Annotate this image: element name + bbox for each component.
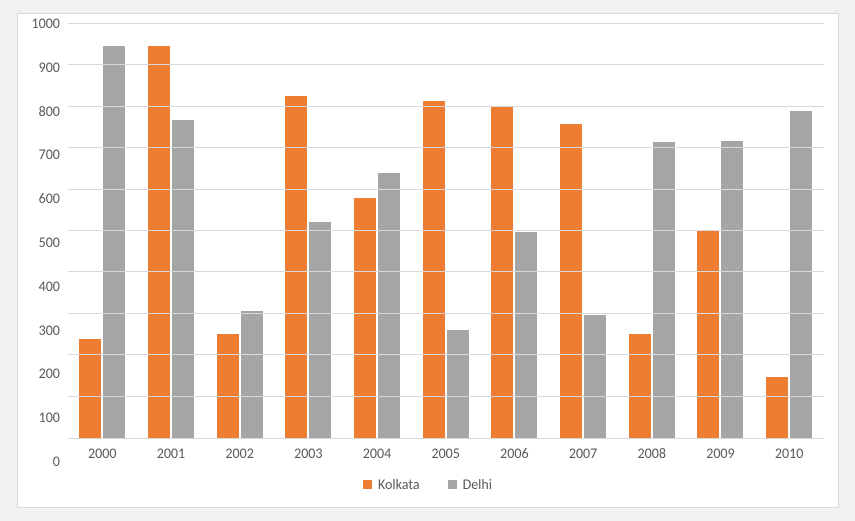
legend-label: Delhi [463, 476, 492, 493]
bar-group [274, 24, 343, 438]
bar [584, 315, 606, 438]
gridline [68, 354, 824, 355]
x-tick-label: 2007 [549, 445, 618, 462]
x-tick-label: 2009 [686, 445, 755, 462]
legend-label: Kolkata [378, 476, 420, 493]
bar [148, 46, 170, 438]
gridline [68, 271, 824, 272]
legend-swatch [448, 480, 457, 489]
bar-group [343, 24, 412, 438]
legend: Kolkata Delhi [32, 462, 824, 497]
bar [217, 334, 239, 438]
x-axis: 2000200120022003200420052006200720082009… [68, 439, 824, 462]
x-tick-label: 2000 [68, 445, 137, 462]
x-tick-label: 2005 [411, 445, 480, 462]
bar [309, 222, 331, 438]
bar-group [480, 24, 549, 438]
bar [721, 141, 743, 438]
x-tick-label: 2006 [480, 445, 549, 462]
bars-layer [68, 24, 824, 438]
bar [629, 334, 651, 438]
legend-item: Kolkata [363, 476, 420, 493]
bar-group [755, 24, 824, 438]
bar-group [411, 24, 480, 438]
plot-column: 2000200120022003200420052006200720082009… [68, 24, 824, 462]
gridline [68, 106, 824, 107]
bar-group [68, 24, 137, 438]
bar [172, 120, 194, 438]
x-tick-label: 2010 [755, 445, 824, 462]
bar [103, 46, 125, 438]
chart-container: 10009008007006005004003002001000 2000200… [17, 13, 839, 508]
bar-group [205, 24, 274, 438]
bar [491, 107, 513, 438]
bar-group [686, 24, 755, 438]
bar [653, 142, 675, 438]
bar [241, 311, 263, 439]
gridline [68, 23, 824, 24]
plot-area [68, 24, 824, 439]
x-tick-label: 2001 [137, 445, 206, 462]
bar [354, 198, 376, 438]
bar-group [617, 24, 686, 438]
bar [447, 330, 469, 438]
x-tick-label: 2003 [274, 445, 343, 462]
gridline [68, 147, 824, 148]
gridline [68, 396, 824, 397]
bar [790, 111, 812, 438]
gridline [68, 189, 824, 190]
x-tick-label: 2004 [343, 445, 412, 462]
gridline [68, 313, 824, 314]
bar [560, 124, 582, 438]
bar-group [549, 24, 618, 438]
bar-group [137, 24, 206, 438]
bar [378, 173, 400, 438]
bar [766, 377, 788, 438]
x-tick-label: 2002 [205, 445, 274, 462]
bar [515, 232, 537, 438]
plot-area-wrap: 10009008007006005004003002001000 2000200… [32, 24, 824, 462]
gridline [68, 64, 824, 65]
legend-item: Delhi [448, 476, 492, 493]
bar [423, 101, 445, 438]
x-tick-label: 2008 [617, 445, 686, 462]
legend-swatch [363, 480, 372, 489]
bar [697, 231, 719, 438]
gridline [68, 230, 824, 231]
y-axis: 10009008007006005004003002001000 [32, 24, 68, 462]
